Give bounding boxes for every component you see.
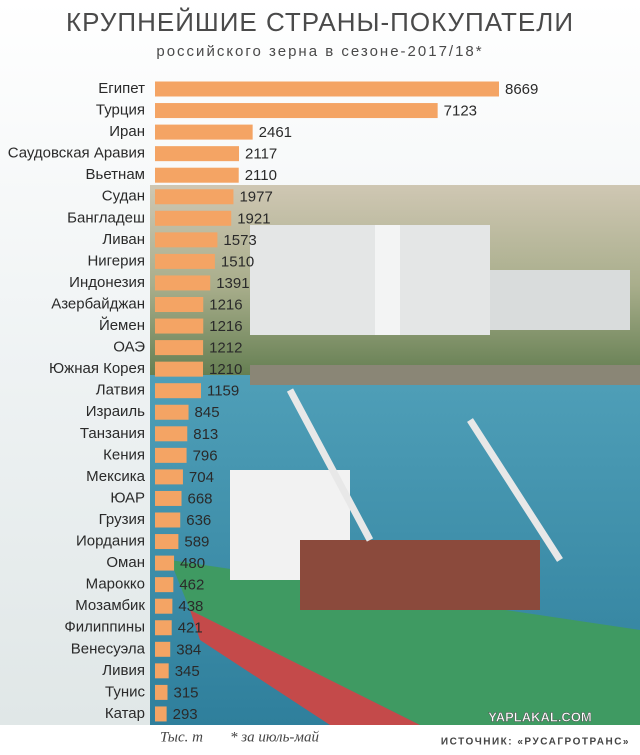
bar xyxy=(155,641,171,657)
bar xyxy=(155,663,169,679)
bar xyxy=(155,189,234,205)
value-label: 2110 xyxy=(245,167,277,184)
category-label: Марокко xyxy=(86,576,145,593)
bar xyxy=(155,81,499,97)
category-label: Турция xyxy=(96,102,145,119)
bar xyxy=(155,361,204,377)
category-label: Ливия xyxy=(102,662,145,679)
value-label: 1921 xyxy=(237,210,270,227)
value-label: 2461 xyxy=(259,124,292,141)
bar xyxy=(155,426,188,442)
category-label: Оман xyxy=(106,554,145,571)
value-label: 2117 xyxy=(245,146,277,163)
category-label: Вьетнам xyxy=(86,166,145,183)
bar xyxy=(155,469,183,485)
value-label: 1573 xyxy=(223,232,256,249)
category-label: Иордания xyxy=(76,533,145,550)
value-label: 438 xyxy=(178,598,203,615)
category-label: Бангладеш xyxy=(67,209,145,226)
category-label: ОАЭ xyxy=(113,339,145,356)
category-label: Йемен xyxy=(99,316,145,334)
value-label: 7123 xyxy=(444,103,477,120)
value-label: 384 xyxy=(176,641,201,658)
bar xyxy=(155,340,204,356)
unit-label: Тыс. т xyxy=(160,729,203,745)
footnote: * за июль-май xyxy=(230,729,319,745)
category-label: Кения xyxy=(103,446,145,463)
chart-subtitle: российского зерна в сезоне-2017/18* xyxy=(156,43,483,60)
category-label: Саудовская Аравия xyxy=(8,145,145,162)
bar xyxy=(155,577,174,593)
value-label: 1391 xyxy=(216,275,249,292)
category-label: Латвия xyxy=(96,382,145,399)
category-label: Нигерия xyxy=(87,252,145,269)
category-label: ЮАР xyxy=(110,489,145,506)
value-label: 704 xyxy=(189,469,214,486)
bar xyxy=(155,146,240,162)
bar xyxy=(155,297,204,312)
bar xyxy=(155,555,175,571)
category-label: Ливан xyxy=(102,231,145,248)
bar xyxy=(155,124,253,140)
bar xyxy=(155,275,211,291)
category-label: Египет xyxy=(98,80,145,97)
value-label: 1216 xyxy=(209,296,242,313)
category-label: Индонезия xyxy=(69,274,145,291)
category-label: Танзания xyxy=(80,425,145,442)
value-label: 1510 xyxy=(221,253,254,270)
category-label: Азербайджан xyxy=(51,295,145,312)
bar xyxy=(155,706,167,722)
category-label: Грузия xyxy=(99,511,145,528)
category-label: Судан xyxy=(102,188,145,205)
category-label: Иран xyxy=(109,123,145,140)
category-label: Тунис xyxy=(105,683,145,700)
value-label: 480 xyxy=(180,555,205,572)
category-label: Израиль xyxy=(86,403,145,420)
value-label: 293 xyxy=(173,706,198,723)
watermark: YAPLAKAL.COM xyxy=(488,709,592,724)
value-label: 845 xyxy=(195,404,220,421)
value-label: 315 xyxy=(173,684,198,701)
value-label: 462 xyxy=(179,577,204,594)
category-label: Южная Корея xyxy=(49,360,145,377)
bar xyxy=(155,318,204,334)
value-label: 421 xyxy=(178,620,203,637)
chart-title: КРУПНЕЙШИЕ СТРАНЫ-ПОКУПАТЕЛИ xyxy=(66,7,574,37)
value-label: 1216 xyxy=(209,318,242,335)
value-label: 796 xyxy=(193,447,218,464)
value-label: 1159 xyxy=(207,383,239,400)
value-label: 1212 xyxy=(209,340,242,357)
value-label: 668 xyxy=(188,490,213,507)
bar xyxy=(155,684,168,700)
category-label: Филиппины xyxy=(64,619,145,636)
value-label: 345 xyxy=(175,663,200,680)
bar xyxy=(155,598,173,614)
value-label: 1977 xyxy=(239,189,272,206)
category-label: Мексика xyxy=(86,468,146,485)
category-label: Мозамбик xyxy=(75,597,145,614)
value-label: 8669 xyxy=(505,81,538,98)
bar xyxy=(155,103,438,119)
category-label: Катар xyxy=(105,705,145,722)
source: ИСТОЧНИК: «РУСАГРОТРАНС» xyxy=(441,737,630,748)
value-label: 589 xyxy=(184,534,209,551)
bar xyxy=(155,167,239,183)
bar xyxy=(155,620,172,636)
category-label: Венесуэла xyxy=(71,640,146,657)
bar xyxy=(155,512,181,528)
bar xyxy=(155,404,189,420)
value-label: 813 xyxy=(193,426,218,443)
bar xyxy=(155,490,182,506)
bar xyxy=(155,534,179,550)
bar xyxy=(155,253,215,269)
bar xyxy=(155,447,187,463)
bar xyxy=(155,232,218,248)
value-label: 636 xyxy=(186,512,211,529)
value-label: 1210 xyxy=(209,361,242,378)
bar xyxy=(155,383,201,399)
bar xyxy=(155,210,232,226)
